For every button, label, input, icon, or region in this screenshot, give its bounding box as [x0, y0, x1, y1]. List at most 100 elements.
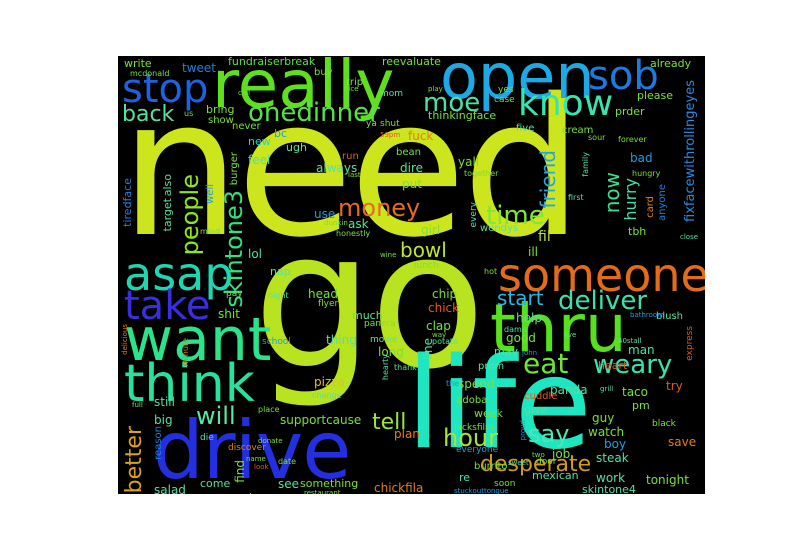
word-qdoba: qdoba: [456, 395, 488, 406]
word-panda: panda: [550, 383, 588, 397]
word-back: back: [122, 102, 175, 127]
word-boy: boy: [604, 437, 627, 451]
word-burger: burger: [229, 152, 240, 186]
word-show: show: [208, 115, 234, 126]
word-way: way: [432, 331, 447, 339]
word-run: run: [342, 151, 359, 162]
word-tell: tell: [372, 410, 407, 435]
word-steak: steak: [596, 451, 629, 465]
word-thing: thing: [326, 333, 357, 347]
word-ya: ya: [366, 119, 377, 129]
word-dunkin: dunkin: [324, 219, 348, 227]
word-much: much: [352, 309, 383, 322]
word-put: put: [402, 177, 422, 191]
word-take: take: [124, 283, 211, 329]
word-40stall: 40stall: [618, 337, 642, 345]
word-cream: cream: [562, 125, 594, 136]
word-every: every: [469, 202, 479, 228]
word-mexican: mexican: [532, 469, 579, 482]
word-card: card: [645, 196, 656, 218]
word-us: us: [184, 109, 194, 118]
word-name: name: [246, 455, 266, 463]
word-lol: lol: [248, 247, 263, 261]
word-bad: bad: [630, 151, 653, 165]
word-target: target: [161, 198, 174, 232]
word-chick: chick: [428, 301, 460, 315]
word-help: help: [516, 311, 542, 325]
word-asap: asap: [124, 247, 234, 301]
word-pm: pm: [632, 399, 650, 412]
word-bathroom: bathroom: [630, 311, 665, 319]
word-ask: ask: [348, 217, 369, 231]
word-door: door: [536, 457, 557, 467]
word-blush: blush: [656, 311, 684, 322]
word-together: together: [464, 169, 499, 178]
word-restaurant: restaurant: [304, 489, 341, 495]
word-give: give: [524, 403, 548, 416]
word-save: save: [668, 435, 697, 449]
word-donate: donate: [258, 437, 283, 445]
word-grill: grill: [600, 385, 614, 393]
word-life: life: [406, 330, 592, 477]
word-may: may: [494, 345, 518, 358]
word-close: close: [680, 233, 699, 241]
word-reason: reason: [153, 426, 164, 460]
word-use: use: [314, 207, 336, 221]
word-59pm: 59pm: [380, 131, 401, 139]
word-tiredface: tiredface: [121, 178, 134, 227]
word-play: play: [428, 85, 443, 93]
word-chip: chip: [432, 287, 458, 301]
word-big: big: [154, 413, 173, 427]
word-die: die: [200, 433, 214, 443]
word-better: better: [122, 426, 147, 494]
word-the: the: [446, 379, 460, 388]
word-movie: movie: [370, 335, 398, 345]
word-re: re: [459, 471, 471, 484]
word-feel: feel: [248, 153, 271, 167]
word-wine: wine: [380, 251, 397, 259]
word-guy: guy: [592, 411, 615, 425]
word-date: date: [278, 457, 297, 466]
word-tonight: tonight: [646, 473, 689, 487]
word-also: also: [161, 174, 174, 197]
word-call: call: [238, 89, 251, 97]
word-well: well: [205, 184, 216, 204]
word-moe: moe: [423, 88, 481, 118]
word-bring: bring: [206, 103, 235, 116]
word-prom: prom: [478, 361, 505, 372]
word-reevaluate: reevaluate: [382, 56, 441, 68]
word-thank: thank: [394, 363, 417, 372]
word-change: change: [312, 391, 342, 400]
word-open: open: [440, 56, 595, 113]
word-minute: minute: [181, 338, 190, 367]
word-wendys: wendys: [480, 223, 519, 234]
word-never: never: [232, 121, 261, 132]
word-skintone4: skintone4: [582, 483, 636, 494]
word-full: full: [132, 401, 143, 409]
word-dire: dire: [400, 161, 424, 175]
word-everyone: everyone: [456, 445, 499, 455]
word-friend: friend: [536, 150, 560, 209]
word-look: look: [254, 463, 269, 471]
word-anyone: anyone: [657, 184, 668, 221]
word-jacksfilm: jacksfilm: [454, 423, 494, 433]
word-desperate: desperate: [480, 452, 592, 477]
word-money: money: [338, 194, 421, 222]
word-john: john: [522, 349, 538, 357]
word-mcdonald: mcdonald: [130, 69, 170, 78]
word-school: school: [262, 337, 291, 347]
word-shut: shut: [380, 119, 400, 129]
word-cuddle: cuddle: [524, 391, 558, 402]
word-now: now: [600, 172, 624, 214]
word-night: night: [268, 291, 289, 300]
word-hot: hot: [484, 267, 498, 276]
word-sweet: sweet: [508, 459, 529, 467]
word-start: start: [497, 286, 544, 310]
word-cloud: need go life drive really open thru want…: [118, 56, 705, 494]
word-supportcause: supportcause: [280, 413, 362, 427]
word-spend: spend: [458, 377, 495, 391]
word-chickfila: chickfila: [374, 481, 424, 494]
word-yes: yes: [498, 85, 514, 95]
word-need: need: [120, 58, 583, 279]
word-express: express: [685, 326, 695, 361]
